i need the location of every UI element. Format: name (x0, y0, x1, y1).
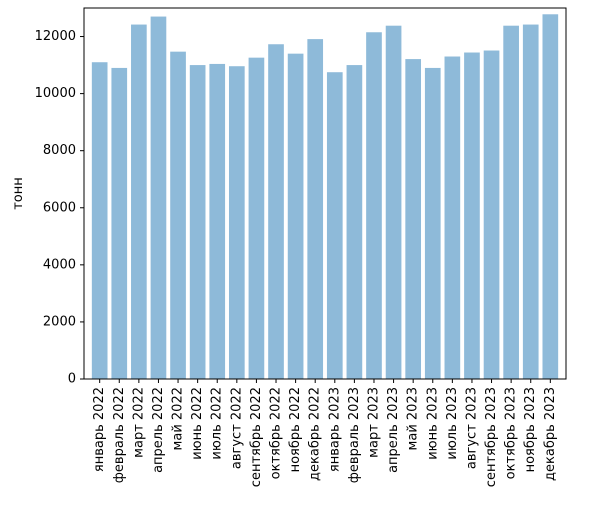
x-tick-label: март 2023 (366, 387, 381, 458)
x-tick-label: август 2023 (464, 387, 479, 469)
x-tick-label: ноябрь 2022 (288, 387, 303, 472)
bar (131, 24, 147, 379)
x-ticks: январь 2022 февраль 2022 март 2022 апрель 2… (92, 379, 558, 487)
bar (307, 39, 324, 379)
x-tick-label: сентябрь 2023 (484, 387, 499, 487)
y-ticks: 0 2000 4000 6000 8000 10000 12000 (35, 29, 84, 387)
bar (405, 59, 422, 379)
bar (542, 14, 559, 379)
bar (248, 57, 265, 379)
y-tick-label: 2000 (43, 314, 76, 329)
y-tick-label: 10000 (35, 86, 76, 101)
bar (503, 25, 519, 379)
x-tick-label: февраль 2023 (347, 387, 362, 483)
x-tick-label: май 2022 (171, 387, 186, 450)
x-tick-label: декабрь 2023 (543, 387, 558, 481)
y-tick-label: 0 (68, 372, 76, 387)
x-tick-label: сентябрь 2022 (249, 387, 264, 487)
y-axis-label: тонн (11, 177, 26, 210)
bar (170, 51, 186, 379)
bar (209, 63, 226, 379)
x-tick-label: июнь 2023 (425, 387, 440, 460)
x-tick-label: апрель 2022 (151, 387, 166, 473)
x-tick-label: август 2022 (229, 387, 244, 469)
bar (91, 62, 108, 379)
bar (189, 65, 206, 380)
y-tick-label: 8000 (43, 143, 76, 158)
axes-layer (83, 7, 567, 380)
bar (111, 67, 128, 379)
bar (522, 24, 539, 379)
y-tick-label: 6000 (43, 200, 76, 215)
x-tick-label: июль 2023 (445, 387, 460, 460)
bar (424, 67, 441, 379)
bar (268, 44, 284, 380)
bar (150, 16, 167, 380)
x-tick-label: февраль 2022 (112, 387, 127, 483)
bar (464, 52, 480, 380)
x-tick-label: ноябрь 2023 (523, 387, 538, 472)
x-tick-label: январь 2022 (92, 387, 107, 472)
bar (326, 72, 343, 379)
y-tick-label: 4000 (43, 257, 76, 272)
x-tick-label: июль 2022 (210, 387, 225, 460)
bar (366, 32, 382, 379)
x-tick-label: январь 2023 (327, 387, 342, 472)
x-tick-label: апрель 2023 (386, 387, 401, 473)
bars-layer (91, 14, 559, 380)
bar (385, 25, 402, 379)
bar (228, 66, 245, 380)
y-tick-label: 12000 (35, 29, 76, 44)
x-tick-label: июнь 2022 (190, 387, 205, 460)
bar (483, 50, 500, 379)
plot-frame (83, 7, 567, 380)
bar (346, 65, 363, 380)
x-tick-label: октябрь 2022 (269, 387, 284, 479)
bar (444, 56, 461, 380)
x-tick-label: декабрь 2022 (308, 387, 323, 481)
x-tick-label: май 2023 (406, 387, 421, 450)
x-tick-label: март 2022 (131, 387, 146, 458)
bar (287, 53, 304, 380)
x-tick-label: октябрь 2023 (504, 387, 519, 479)
